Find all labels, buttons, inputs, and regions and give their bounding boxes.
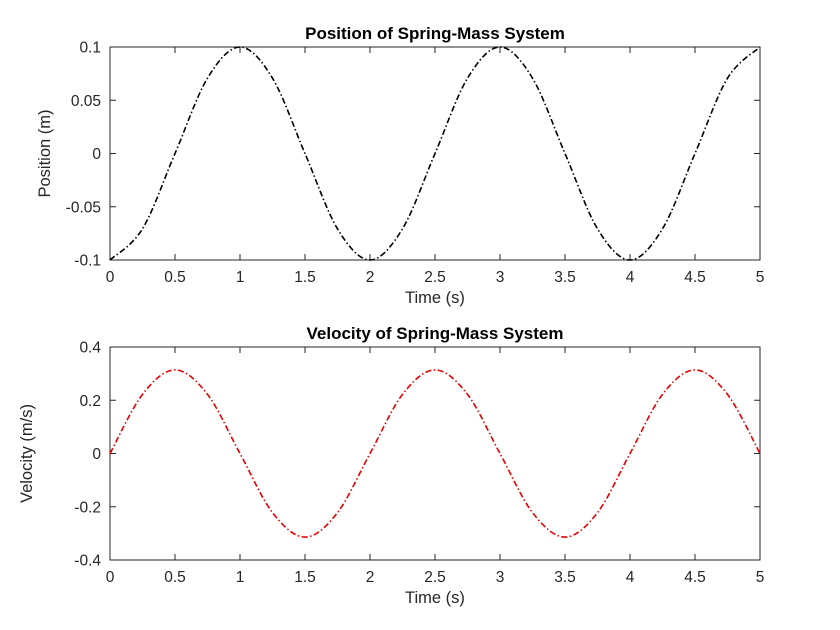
x-tick-label: 4.5 — [684, 569, 706, 586]
x-tick-label: 0.5 — [164, 269, 186, 286]
x-tick-label: 2 — [366, 569, 375, 586]
y-axis-label: Velocity (m/s) — [18, 404, 36, 503]
x-tick-label: 4.5 — [684, 269, 706, 286]
y-tick-label: 0.4 — [79, 340, 101, 357]
x-tick-label: 3 — [496, 269, 505, 286]
subplot-1: 0 0.5 1 1.5 2 2.5 3 3.5 4 4.5 5 -0.1 -0.05 0 0.05 0.1 Po… — [36, 24, 764, 307]
y-tick-label: -0.2 — [74, 499, 101, 516]
x-tick-label: 2.5 — [424, 269, 446, 286]
y-tick-label: 0.05 — [71, 93, 101, 110]
plot-area — [109, 346, 761, 561]
chart-title: Position of Spring-Mass System — [305, 24, 565, 43]
y-axis-label: Position (m) — [36, 109, 54, 197]
series-line — [109, 46, 761, 261]
y-tick-label: -0.4 — [74, 553, 101, 570]
y-tick-label: 0 — [92, 146, 101, 163]
x-tick-label: 3.5 — [554, 569, 576, 586]
x-tick-label: 3.5 — [554, 269, 576, 286]
x-tick-label: 1.5 — [294, 569, 316, 586]
y-tick-label: -0.05 — [66, 199, 101, 216]
x-tick-label: 2 — [366, 269, 375, 286]
x-tick-label: 5 — [756, 269, 765, 286]
x-tick-label: 0 — [106, 269, 115, 286]
x-axis-label: Time (s) — [405, 289, 465, 307]
y-tick-label: 0.1 — [79, 40, 101, 57]
x-tick-label: 3 — [496, 569, 505, 586]
x-tick-label: 1 — [236, 269, 245, 286]
y-tick-label: 0.2 — [79, 393, 101, 410]
x-tick-label: 1 — [236, 569, 245, 586]
x-tick-label: 5 — [756, 569, 765, 586]
y-tick-label: -0.1 — [74, 253, 101, 270]
subplot-2: 0 0.5 1 1.5 2 2.5 3 3.5 4 4.5 5 -0.4 -0.2 0 0.2 0.4 Velo… — [18, 324, 764, 607]
x-tick-label: 0.5 — [164, 569, 186, 586]
chart-title: Velocity of Spring-Mass System — [307, 324, 564, 343]
y-tick-label: 0 — [92, 446, 101, 463]
x-tick-label: 2.5 — [424, 569, 446, 586]
x-tick-label: 4 — [626, 269, 635, 286]
x-tick-label: 0 — [106, 569, 115, 586]
x-tick-label: 4 — [626, 569, 635, 586]
x-tick-label: 1.5 — [294, 269, 316, 286]
x-axis-label: Time (s) — [405, 589, 465, 607]
series-line — [109, 369, 761, 538]
